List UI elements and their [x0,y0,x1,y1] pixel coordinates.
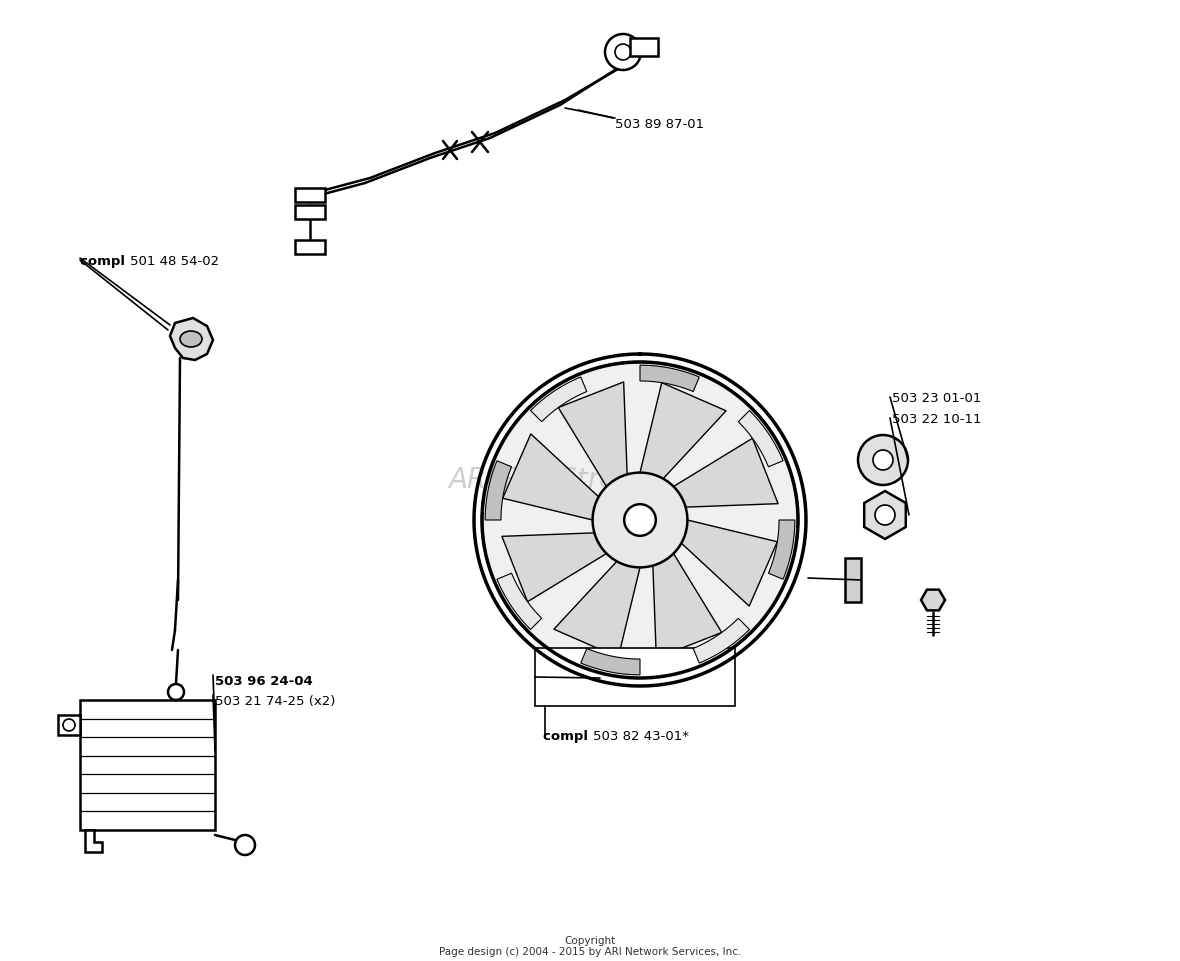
Text: 503 78 32-01: 503 78 32-01 [543,660,632,673]
Polygon shape [674,438,778,507]
Bar [80,700,215,830]
Text: 503 22 10-11: 503 22 10-11 [892,413,982,426]
Circle shape [235,835,255,855]
Polygon shape [531,377,586,422]
Polygon shape [693,618,749,663]
Polygon shape [768,520,795,579]
Circle shape [605,34,641,70]
Polygon shape [497,573,542,629]
Text: ARI PartStream: ARI PartStream [448,466,661,495]
Text: 503 79 05-02: 503 79 05-02 [543,696,632,709]
Polygon shape [653,554,722,658]
Polygon shape [681,520,778,606]
Circle shape [858,435,907,485]
Polygon shape [845,558,861,602]
Circle shape [615,44,631,60]
Circle shape [624,505,656,536]
Text: 503 21 74-25 (x2): 503 21 74-25 (x2) [215,695,335,708]
Bar [295,188,324,202]
Bar [295,240,324,254]
Text: 503 82 43-01*: 503 82 43-01* [592,730,689,743]
Polygon shape [739,410,784,467]
Polygon shape [485,460,512,520]
Circle shape [873,450,893,470]
Polygon shape [58,715,80,735]
Polygon shape [503,434,598,520]
Polygon shape [170,318,214,360]
Bar [630,38,658,56]
Text: compl: compl [80,255,130,268]
Ellipse shape [181,331,202,347]
Circle shape [63,719,76,731]
Polygon shape [553,561,640,657]
Text: 503 23 01-01: 503 23 01-01 [892,392,982,405]
Circle shape [592,473,688,567]
Text: Copyright
Page design (c) 2004 - 2015 by ARI Network Services, Inc.: Copyright Page design (c) 2004 - 2015 by… [439,936,741,957]
Text: 501 48 54-02: 501 48 54-02 [130,255,218,268]
Polygon shape [640,382,726,479]
Polygon shape [864,491,906,539]
Polygon shape [85,830,101,852]
Circle shape [168,684,184,700]
Polygon shape [558,382,627,486]
Polygon shape [502,532,607,602]
Polygon shape [922,590,945,610]
Circle shape [481,362,798,678]
Circle shape [876,505,894,525]
Bar [295,205,324,219]
Text: compl: compl [543,730,592,743]
Text: 503 89 50-01: 503 89 50-01 [543,678,632,691]
Polygon shape [581,649,640,675]
Bar [535,648,735,706]
Text: 503 96 24-04: 503 96 24-04 [215,675,313,688]
Text: 503 89 87-01: 503 89 87-01 [615,118,704,131]
Polygon shape [640,365,700,391]
